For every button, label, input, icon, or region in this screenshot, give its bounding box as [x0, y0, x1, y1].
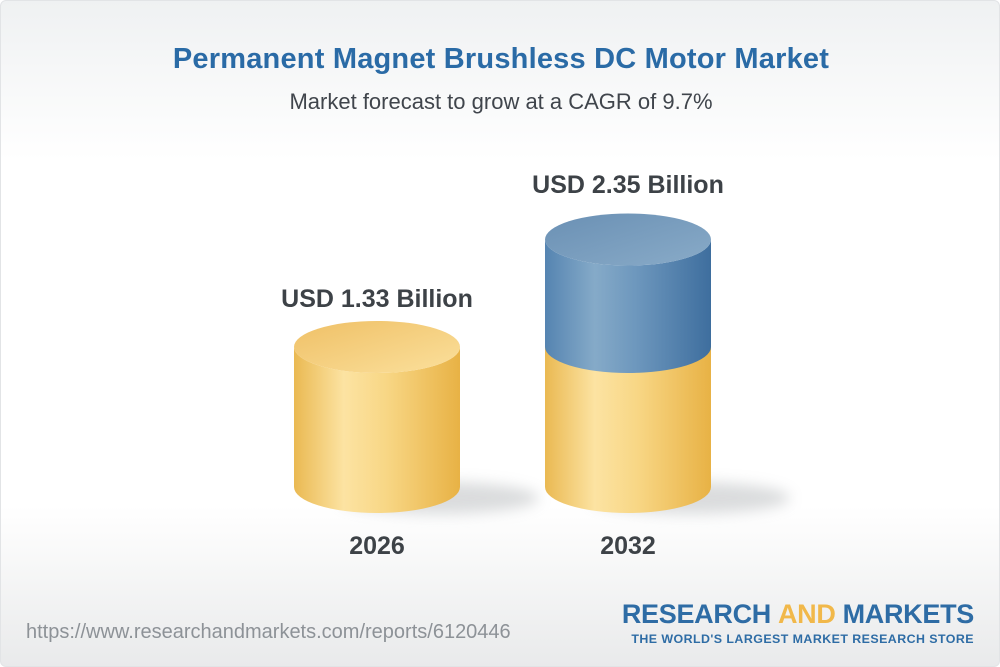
research-and-markets-logo: RESEARCH AND MARKETS THE WORLD'S LARGEST… [621, 599, 975, 646]
cylinder-2032-growth-segment [545, 239, 711, 373]
report-url-link[interactable]: https://www.researchandmarkets.com/repor… [26, 621, 511, 643]
category-label-2026: 2026 [349, 532, 405, 560]
cylinder-2026-body [294, 346, 460, 513]
cylinder-2026-cap [294, 320, 460, 373]
category-label-2032: 2032 [600, 532, 656, 560]
logo-tagline: THE WORLD'S LARGEST MARKET RESEARCH STOR… [631, 631, 974, 646]
value-label-2026: USD 1.33 Billion [281, 285, 473, 313]
chart-subtitle: Market forecast to grow at a CAGR of 9.7… [289, 89, 713, 114]
logo-word-research: RESEARCH [621, 599, 771, 629]
logo-word-markets: MARKETS [842, 599, 975, 629]
cylinder-2032-cap [545, 213, 711, 266]
chart-title: Permanent Magnet Brushless DC Motor Mark… [172, 43, 830, 75]
logo-wordmark: RESEARCH AND MARKETS [621, 599, 975, 630]
logo-word-and: AND [777, 599, 836, 629]
value-label-2032: USD 2.35 Billion [532, 171, 724, 199]
cylinder-2032-base-segment [545, 346, 711, 513]
